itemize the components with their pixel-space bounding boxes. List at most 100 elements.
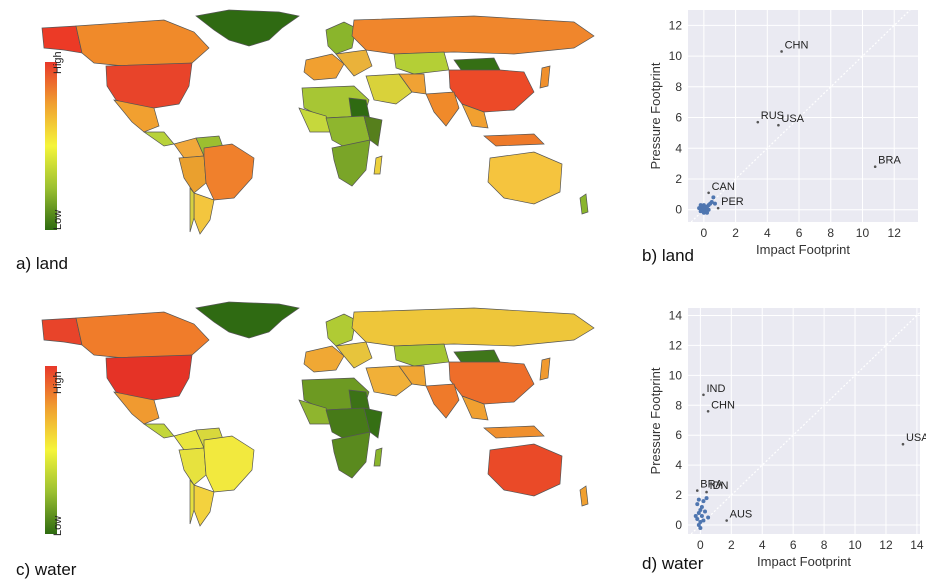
water-legend-low-label: Low: [52, 515, 64, 536]
x-tick-label: 6: [796, 226, 803, 240]
water-footprint-choropleth: [41, 301, 595, 527]
data-point: [693, 514, 698, 519]
x-tick-label: 4: [764, 226, 771, 240]
region-central-america: [142, 423, 175, 439]
data-point: [706, 203, 711, 208]
data-point: [706, 207, 711, 212]
data-point: [704, 496, 709, 501]
data-point: [699, 505, 704, 510]
scatter-water: 0 2 4 6 8 10 12 14 0 2 4 6 8 10 12 14 IND CHN USA BRA IDN AUS…: [636, 300, 926, 582]
x-tick-label: 12: [888, 226, 902, 240]
region-china: [448, 69, 535, 113]
y-tick-label: 10: [669, 49, 683, 63]
y-tick-label: 12: [669, 18, 683, 32]
data-point: [698, 508, 703, 513]
region-new-zealand: [579, 193, 589, 215]
data-point: [705, 210, 710, 215]
x-axis-label: Impact Footprint: [757, 554, 851, 569]
data-point-bra: [695, 489, 699, 492]
region-europe-west: [303, 53, 345, 81]
data-point: [701, 518, 706, 523]
point-label-chn: CHN: [711, 399, 735, 411]
region-indonesia: [483, 133, 545, 147]
data-point: [701, 206, 706, 211]
x-tick-label: 4: [759, 538, 766, 552]
data-point: [695, 517, 700, 522]
data-point: [698, 526, 703, 531]
y-tick-label: 2: [675, 172, 682, 186]
y-tick-label: 8: [675, 80, 682, 94]
region-argentina: [193, 484, 215, 527]
x-tick-label: 6: [790, 538, 797, 552]
region-middle-east: [365, 365, 413, 397]
x-tick-label: 10: [856, 226, 870, 240]
scatter-land: 0 2 4 6 8 10 12 0 2 4 6 8 10 12 CHN RUS USA BRA CAN PER Impa…: [636, 0, 926, 276]
plot-area: [688, 308, 920, 534]
data-point: [698, 520, 703, 525]
data-point: [709, 200, 714, 205]
region-kazakhstan: [393, 51, 450, 75]
region-india: [425, 383, 460, 419]
y-tick-label: 6: [675, 428, 682, 442]
x-tick-label: 8: [827, 226, 834, 240]
region-peru: [178, 447, 207, 486]
y-tick-label: 0: [675, 203, 682, 217]
data-point: [698, 203, 703, 208]
region-alaska: [41, 25, 83, 54]
region-peru: [178, 155, 207, 194]
data-point: [712, 201, 717, 206]
region-chile: [189, 187, 195, 233]
region-canada: [75, 311, 210, 361]
data-point: [699, 514, 704, 519]
region-australia: [487, 151, 563, 205]
region-scandinavia: [325, 21, 357, 55]
data-point-usa: [777, 123, 780, 127]
identity-diagonal-line: [690, 312, 921, 535]
data-point: [706, 515, 711, 520]
region-se-asia: [461, 103, 489, 129]
x-tick-label: 2: [728, 538, 735, 552]
data-point-idn: [705, 490, 708, 494]
region-canada: [75, 19, 210, 69]
point-label-chn: CHN: [785, 39, 809, 51]
region-europe-west: [303, 345, 345, 373]
world-map-land: High Low: [14, 8, 608, 236]
identity-diagonal-line: [690, 9, 911, 223]
point-label-bra: BRA: [878, 155, 901, 167]
region-kazakhstan: [393, 343, 450, 367]
region-africa-south: [331, 139, 371, 187]
data-point: [696, 523, 701, 528]
water-legend-high-label: High: [52, 371, 64, 394]
land-legend-low-label: Low: [52, 209, 64, 230]
region-greenland: [195, 9, 300, 47]
region-brazil: [203, 435, 255, 493]
region-mexico: [113, 391, 160, 425]
region-greenland: [195, 301, 300, 339]
y-tick-label: 14: [669, 308, 683, 322]
region-scandinavia: [325, 313, 357, 347]
land-legend-high-label: High: [52, 51, 64, 74]
region-mexico: [113, 99, 160, 133]
region-africa-east: [363, 407, 383, 439]
caption-c: c) water: [16, 560, 77, 579]
region-india: [425, 91, 460, 127]
region-se-asia: [461, 395, 489, 421]
plot-area: [688, 10, 918, 222]
y-tick-label: 10: [669, 368, 683, 382]
region-africa-east: [363, 115, 383, 147]
point-label-can: CAN: [712, 181, 735, 193]
land-footprint-choropleth: [41, 9, 595, 235]
y-axis-label: Pressure Footprint: [648, 62, 663, 169]
data-point-usa: [901, 442, 905, 446]
y-tick-label: 8: [675, 398, 682, 412]
y-tick-label: 4: [675, 458, 682, 472]
data-point-aus: [725, 519, 728, 522]
data-point-can: [707, 191, 710, 195]
point-label-per: PER: [721, 196, 744, 208]
data-point: [711, 195, 716, 200]
caption-a: a) land: [16, 254, 68, 273]
data-point: [703, 509, 708, 514]
point-label-ind: IND: [706, 383, 725, 395]
x-tick-label: 2: [732, 226, 739, 240]
region-brazil: [203, 143, 255, 201]
